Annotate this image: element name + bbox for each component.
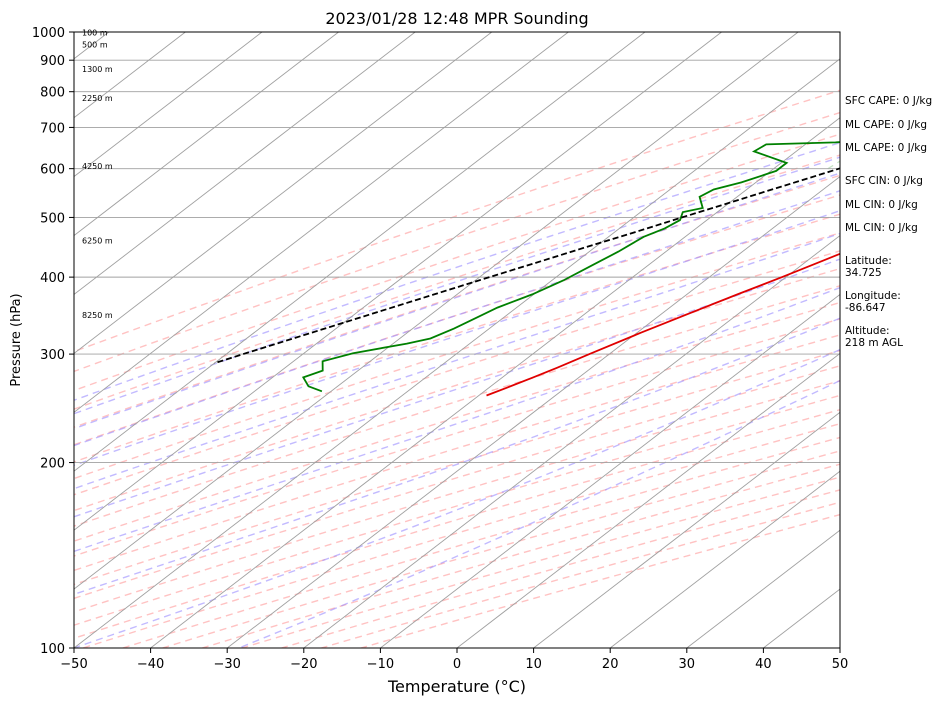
moist-adiabat — [74, 232, 840, 490]
dry-adiabat — [74, 318, 840, 557]
dry-adiabat — [74, 301, 840, 542]
latitude-value: 34.725 — [845, 267, 882, 279]
chart-title: 2023/01/28 12:48 MPR Sounding — [325, 9, 588, 28]
isotherm — [74, 32, 263, 178]
isotherm — [74, 32, 569, 413]
dry-adiabat — [74, 394, 840, 626]
ml-cape-text-1: ML CAPE: 0 J/kg — [845, 119, 927, 131]
moist-adiabat — [74, 286, 840, 553]
ml-cin-text-1: ML CIN: 0 J/kg — [845, 199, 918, 211]
moist-adiabat — [74, 141, 840, 401]
dry-adiabat — [74, 154, 840, 410]
x-tick-label: −50 — [60, 657, 87, 672]
moist-adiabat — [74, 317, 840, 596]
x-axis-label: Temperature (°C) — [387, 677, 526, 696]
y-axis-label: Pressure (hPa) — [9, 293, 24, 386]
dry-adiabat — [74, 267, 840, 512]
longitude-value: -86.647 — [845, 302, 886, 314]
x-tick-label: −20 — [290, 657, 317, 672]
height-label: 1300 m — [82, 65, 113, 74]
y-tick-label: 200 — [40, 457, 65, 472]
longitude-label: Longitude: — [845, 290, 901, 302]
isotherm — [686, 529, 840, 648]
dry-adiabat — [74, 194, 840, 446]
dry-adiabat — [74, 408, 840, 639]
isotherm — [226, 176, 840, 648]
x-tick-label: 40 — [755, 657, 772, 672]
sfc-cape-text: SFC CAPE: 0 J/kg — [845, 95, 932, 107]
y-tick-label: 300 — [40, 348, 65, 363]
ml-cin-text-2: ML CIN: 0 J/kg — [845, 222, 918, 234]
isotherm — [303, 234, 840, 648]
series-line-0 — [486, 252, 840, 397]
isotherm — [74, 32, 339, 237]
height-label: 4250 m — [82, 162, 113, 171]
height-label: 8250 m — [82, 311, 113, 320]
isotherm — [74, 32, 186, 119]
latitude-label: Latitude: — [845, 255, 892, 267]
x-tick-label: 0 — [453, 657, 461, 672]
height-label: 100 m — [82, 29, 108, 38]
dry-adiabat — [74, 285, 840, 527]
y-tick-label: 600 — [40, 163, 65, 178]
height-labels: 100 m 500 m 1300 m 2250 m 4250 m 6250 m 8250 m — [82, 29, 113, 320]
y-tick-label: 400 — [40, 271, 65, 286]
isotherm — [74, 58, 840, 648]
x-tick-label: −10 — [367, 657, 394, 672]
dry-adiabat — [74, 250, 840, 496]
y-tick-label: 100 — [40, 642, 65, 657]
dry-adiabat — [74, 334, 840, 572]
altitude-value: 218 m AGL — [845, 337, 903, 349]
x-axis: −50 −40 −30 −20 −10 0 10 20 30 40 50 — [60, 648, 848, 672]
isotherm — [74, 32, 646, 472]
height-label: 2250 m — [82, 94, 113, 103]
height-label: 500 m — [82, 41, 108, 50]
dry-adiabat — [74, 232, 840, 480]
y-axis: 100 200 300 400 500 600 700 800 900 1000 — [32, 26, 74, 657]
isotherm — [74, 32, 799, 590]
x-tick-label: 20 — [602, 657, 619, 672]
series-line-1 — [301, 141, 840, 393]
x-tick-label: −40 — [137, 657, 164, 672]
x-tick-label: −30 — [213, 657, 240, 672]
height-label: 6250 m — [82, 236, 113, 245]
isotherm — [74, 32, 493, 354]
isotherm — [456, 352, 840, 648]
dry-adiabat — [202, 463, 840, 648]
isotherm — [533, 411, 840, 648]
moist-adiabat — [74, 348, 840, 648]
sfc-cin-text: SFC CIN: 0 J/kg — [845, 175, 923, 187]
dry-adiabat — [74, 349, 840, 586]
moist-adiabat — [74, 190, 840, 447]
y-tick-label: 700 — [40, 121, 65, 136]
isotherm — [380, 293, 840, 648]
dry-adiabat — [74, 380, 840, 613]
stats-panel: SFC CAPE: 0 J/kg ML CAPE: 0 J/kg ML CAPE… — [845, 95, 932, 349]
isotherm — [74, 32, 416, 296]
ml-cape-text-2: ML CAPE: 0 J/kg — [845, 142, 927, 154]
dry-adiabat — [74, 213, 840, 463]
x-tick-label: 30 — [679, 657, 696, 672]
isotherm — [609, 470, 840, 648]
altitude-label: Altitude: — [845, 325, 890, 337]
x-tick-label: 50 — [832, 657, 849, 672]
dry-adiabat — [74, 174, 840, 428]
moist-adiabat — [74, 210, 840, 467]
isotherm — [150, 117, 840, 648]
y-tick-label: 500 — [40, 211, 65, 226]
series-layer — [214, 141, 840, 397]
dry-adiabat — [74, 365, 840, 600]
y-tick-label: 800 — [40, 86, 65, 101]
moist-adiabat — [238, 379, 840, 648]
isotherm — [74, 32, 722, 531]
background-lines — [74, 32, 840, 648]
y-tick-label: 1000 — [32, 26, 65, 41]
x-tick-label: 10 — [525, 657, 542, 672]
y-tick-label: 900 — [40, 54, 65, 69]
